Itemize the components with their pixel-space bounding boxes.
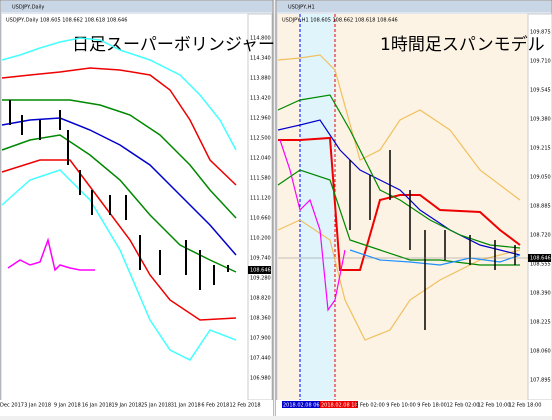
- y-tick-label: 108.820: [250, 296, 271, 302]
- x-tick-label: 25 Jan 2018: [141, 403, 171, 409]
- x-tick-label: 31 Jan 2018: [171, 403, 201, 409]
- x-tick-label: 9 Feb 02:00: [355, 403, 385, 409]
- price-box: [248, 266, 271, 274]
- y-tick-label: 108.390: [530, 291, 551, 297]
- y-tick-label: 107.440: [250, 356, 271, 362]
- y-tick-label: 112.960: [250, 116, 271, 122]
- y-tick-label: 111.580: [250, 176, 271, 182]
- chart-header: USDJPY,Daily 108.605 108.662 108.618 108…: [6, 18, 127, 24]
- y-tick-label: 109.050: [530, 175, 551, 181]
- y-tick-label: 107.900: [250, 336, 271, 342]
- price-axis: [527, 13, 552, 401]
- x-tick-label: 6 Feb 2018: [201, 403, 229, 409]
- y-axis: 114.800 114.340 113.880 113.420 112.960 112.5…: [248, 36, 271, 382]
- time-axis: [0, 400, 273, 416]
- y-tick-label: 109.280: [250, 276, 271, 282]
- x-axis: 9 Feb 02:00 9 Feb 10:00 9 Feb 18:00 12 Feb …: [355, 403, 541, 409]
- y-tick-label: 114.340: [250, 56, 271, 62]
- y-tick-label: 108.060: [530, 349, 551, 355]
- y-tick-label: 109.215: [530, 146, 551, 152]
- window-title: USDJPY,H1: [288, 5, 315, 11]
- overlay-label: 日足スーパーボリンジャー: [72, 35, 275, 55]
- highlight-zone: [300, 14, 335, 400]
- candles: [9, 100, 229, 290]
- y-tick-label: 106.980: [250, 376, 271, 382]
- chart-header: USDJPY,H1 108.605 108.662 108.618 108.64…: [282, 18, 398, 24]
- y-tick-label: 111.120: [250, 196, 271, 202]
- x-tick-label: 9 Feb 10:00: [386, 403, 416, 409]
- overlay-label: 1時間足スパンモデル: [380, 34, 545, 55]
- x-tick-label: 16 Jan 2018: [82, 403, 112, 409]
- y-tick-label: 112.500: [250, 136, 271, 142]
- title-bar: [1, 1, 272, 12]
- y-tick-label: 110.660: [250, 216, 271, 222]
- y-tick-label: 108.720: [530, 233, 551, 239]
- y-tick-label: 107.895: [530, 378, 551, 384]
- y-tick-label: 108.885: [530, 204, 551, 210]
- x-tick-label: 12 Feb 2018: [229, 403, 260, 409]
- x-tick-label: 9 Feb 18:00: [417, 403, 447, 409]
- x-tick-label: 3 Jan 2018: [24, 403, 51, 409]
- marker-label: 2018.02.08 18:00: [321, 403, 366, 409]
- y-tick-label: 109.380: [530, 117, 551, 123]
- y-tick-label: 110.200: [250, 236, 271, 242]
- window-title: USDJPY,Daily: [12, 5, 44, 11]
- x-tick-label: 27 Dec 2017: [0, 403, 24, 409]
- y-tick-label: 109.545: [530, 88, 551, 94]
- x-tick-label: 12 Feb 10:00: [478, 403, 511, 409]
- y-tick-label: 109.740: [250, 256, 271, 262]
- candles: [349, 150, 516, 330]
- y-tick-label: 114.800: [250, 36, 271, 42]
- x-tick-label: 12 Feb 02:00: [447, 403, 480, 409]
- title-bar: [277, 1, 551, 12]
- marker-box: [282, 401, 320, 408]
- price-label: 108.646: [250, 268, 271, 274]
- y-tick-label: 113.880: [250, 76, 271, 82]
- y-tick-label: 108.225: [530, 320, 551, 326]
- price-box: [528, 254, 551, 262]
- y-tick-label: 109.710: [530, 59, 551, 65]
- y-axis: 109.875 109.710 109.545 109.380 109.215 109.0…: [528, 30, 551, 384]
- price-axis: [247, 13, 273, 401]
- x-tick-label: 9 Jan 2018: [54, 403, 81, 409]
- marker-box: [320, 401, 358, 408]
- y-tick-label: 112.040: [250, 156, 271, 162]
- x-tick-label: 12 Feb 18:00: [509, 403, 542, 409]
- bands: [277, 54, 521, 341]
- x-tick-label: 19 Jan 2018: [112, 403, 142, 409]
- y-tick-label: 108.360: [250, 316, 271, 322]
- y-tick-label: 113.420: [250, 96, 271, 102]
- marker-label: 2018.02.08 06:00: [283, 403, 328, 409]
- y-tick-label: 109.875: [530, 30, 551, 36]
- price-label: 108.646: [530, 256, 551, 262]
- y-tick-label: 108.555: [530, 262, 551, 268]
